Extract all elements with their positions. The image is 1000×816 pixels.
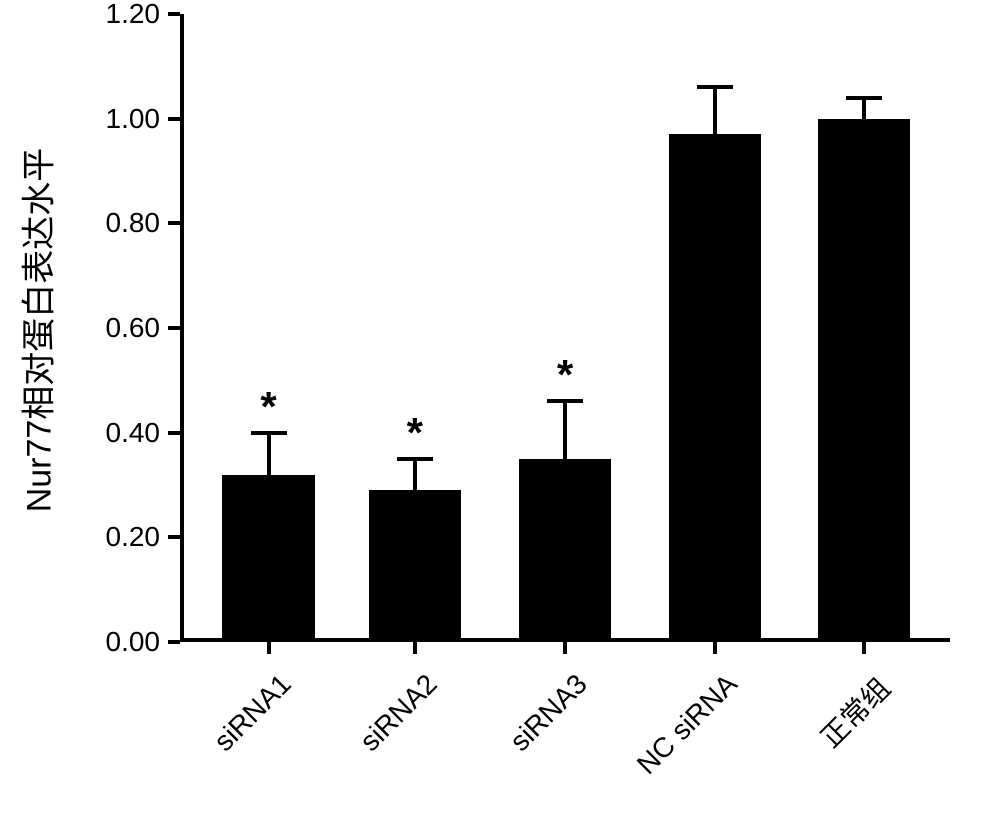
- y-tick-label: 0.20: [106, 521, 161, 553]
- y-tick: [168, 221, 180, 225]
- significance-marker: *: [407, 409, 423, 457]
- errorbar-cap: [251, 431, 287, 435]
- bar: [222, 475, 314, 642]
- x-tick-label: siRNA1: [207, 668, 297, 758]
- bar: [818, 119, 910, 642]
- bar-chart: Nur77相对蛋白表达水平 0.000.200.400.600.801.001.…: [0, 0, 1000, 816]
- y-tick: [168, 535, 180, 539]
- x-tick-label: siRNA2: [354, 668, 444, 758]
- x-tick: [563, 642, 567, 654]
- y-axis-line: [180, 14, 184, 642]
- y-tick-label: 0.00: [106, 626, 161, 658]
- x-tick-label: 正常组: [810, 668, 898, 756]
- bar: [369, 490, 461, 642]
- plot-area: 0.000.200.400.600.801.001.20*siRNA1*siRN…: [180, 14, 950, 642]
- x-tick-label: siRNA3: [504, 668, 594, 758]
- errorbar-stem: [413, 459, 417, 490]
- x-tick: [713, 642, 717, 654]
- errorbar-cap: [397, 457, 433, 461]
- y-tick-label: 1.20: [106, 0, 161, 30]
- x-tick-label: NC siRNA: [631, 668, 744, 781]
- significance-marker: *: [557, 351, 573, 399]
- errorbar-stem: [563, 401, 567, 459]
- errorbar-cap: [697, 85, 733, 89]
- bar: [669, 134, 761, 642]
- y-tick-label: 1.00: [106, 103, 161, 135]
- y-tick: [168, 640, 180, 644]
- bar: [519, 459, 611, 642]
- y-tick: [168, 431, 180, 435]
- x-tick: [413, 642, 417, 654]
- y-tick-label: 0.60: [106, 312, 161, 344]
- errorbar-stem: [713, 87, 717, 134]
- y-tick: [168, 12, 180, 16]
- errorbar-cap: [846, 96, 882, 100]
- y-tick: [168, 117, 180, 121]
- y-axis-title: Nur77相对蛋白表达水平: [12, 148, 61, 513]
- y-tick-label: 0.40: [106, 417, 161, 449]
- errorbar-stem: [267, 433, 271, 475]
- significance-marker: *: [260, 383, 276, 431]
- x-tick: [862, 642, 866, 654]
- y-tick: [168, 326, 180, 330]
- errorbar-stem: [862, 98, 866, 119]
- x-tick: [267, 642, 271, 654]
- y-tick-label: 0.80: [106, 207, 161, 239]
- errorbar-cap: [547, 399, 583, 403]
